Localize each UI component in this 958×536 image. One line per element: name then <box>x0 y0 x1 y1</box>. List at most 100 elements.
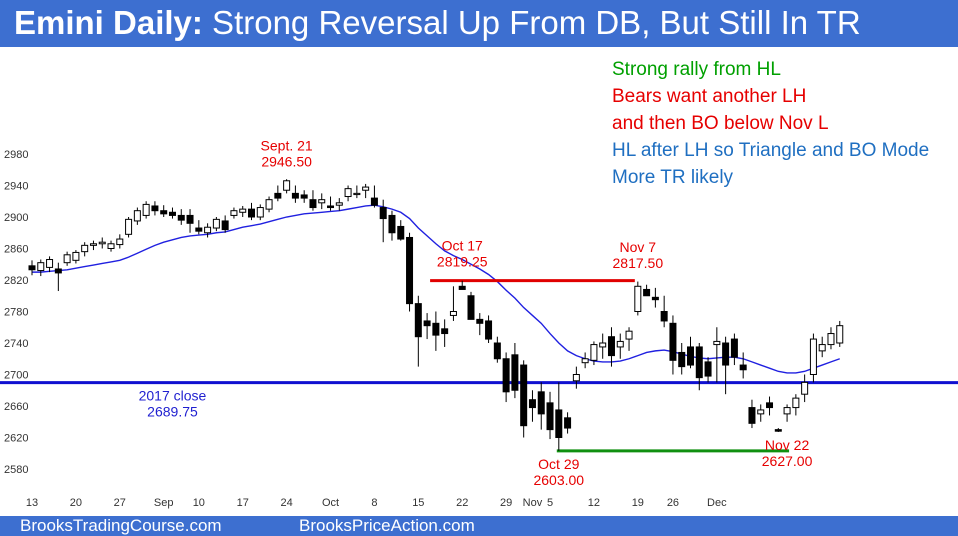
candle-body <box>160 210 168 215</box>
y-tick-label: 2820 <box>4 275 28 287</box>
candle-body <box>704 361 712 377</box>
candlestick-chart: 2580262026602700274027802820286029002940… <box>0 137 958 509</box>
x-tick-label: 8 <box>371 497 377 509</box>
note-line: HL after LH so Triangle and BO Mode <box>612 140 930 161</box>
x-tick-label: 15 <box>412 497 424 509</box>
candle-body <box>546 402 554 431</box>
x-tick-label: Nov <box>523 497 543 509</box>
annotation-label: 2817.50 <box>613 255 664 271</box>
candle-body <box>748 407 756 424</box>
candle-body <box>836 325 844 344</box>
title-rest: Strong Reversal Up From DB, But Still In… <box>202 4 861 41</box>
candle-body <box>107 243 115 249</box>
x-tick-label: 24 <box>280 497 292 509</box>
annotation-label: 2017 close <box>139 388 207 404</box>
candle-body <box>722 342 730 366</box>
candle-body <box>564 417 572 429</box>
candle-body <box>212 218 220 229</box>
candle-body <box>28 265 36 271</box>
candle-body <box>801 381 809 395</box>
candle-body <box>572 374 580 382</box>
x-tick-label: 20 <box>70 497 82 509</box>
candle-body <box>669 322 677 361</box>
candle-body <box>528 399 536 409</box>
candle-body <box>116 238 124 246</box>
x-tick-label: Oct <box>322 497 339 509</box>
candle-body <box>37 262 45 272</box>
candle-body <box>757 409 765 415</box>
candle-body <box>204 226 212 234</box>
candle-body <box>397 225 405 240</box>
x-tick-label: 26 <box>667 497 679 509</box>
candle-body <box>221 220 229 231</box>
candle-body <box>485 320 493 340</box>
candle-body <box>643 288 651 297</box>
candle-body <box>555 409 563 438</box>
candle-body <box>72 251 80 261</box>
candle-body <box>81 244 89 253</box>
moving-average-line <box>32 204 840 374</box>
candle-body <box>730 338 738 358</box>
candle-body <box>177 214 185 221</box>
candle-body <box>291 192 299 199</box>
candle-body <box>441 328 449 335</box>
y-tick-label: 2660 <box>4 401 28 413</box>
annotation-label: Nov 22 <box>765 437 810 453</box>
candle-body <box>125 218 133 235</box>
candle-body <box>344 188 352 198</box>
candle-body <box>449 311 457 316</box>
x-tick-label: Dec <box>707 497 727 509</box>
note-line: and then BO below Nov L <box>612 113 829 134</box>
candle-body <box>309 199 317 209</box>
candle-body <box>63 254 71 264</box>
y-tick-label: 2860 <box>4 244 28 256</box>
y-tick-label: 2700 <box>4 370 28 382</box>
x-tick-label: 10 <box>193 497 205 509</box>
candle-body <box>248 208 255 218</box>
y-tick-label: 2740 <box>4 338 28 350</box>
candle-body <box>634 285 642 313</box>
candle-body <box>379 207 387 220</box>
candle-body <box>783 407 791 415</box>
candle-body <box>256 207 264 218</box>
candle-body <box>774 429 782 432</box>
candle-body <box>502 358 510 393</box>
candle-body <box>581 358 589 364</box>
candle-body <box>362 186 370 191</box>
candle-body <box>687 346 694 366</box>
annotation-label: Oct 17 <box>442 238 483 254</box>
candle-body <box>89 243 97 246</box>
candle-body <box>739 364 747 371</box>
footer-right-link[interactable]: BrooksPriceAction.com <box>299 516 475 535</box>
candle-body <box>590 344 598 361</box>
x-tick-label: 5 <box>547 497 553 509</box>
candle-body <box>98 241 106 245</box>
candle-body <box>54 268 62 274</box>
annotation-label: 2603.00 <box>533 472 584 488</box>
annotation-label: Oct 29 <box>538 456 579 472</box>
candle-body <box>370 197 378 206</box>
y-tick-label: 2940 <box>4 181 28 193</box>
y-tick-label: 2900 <box>4 212 28 224</box>
candle-body <box>265 199 273 210</box>
candle-body <box>318 199 326 204</box>
candle-body <box>133 210 141 222</box>
candle-body <box>625 330 633 340</box>
y-tick-label: 2780 <box>4 307 28 319</box>
x-tick-label: Sep <box>154 497 174 509</box>
note-line: Bears want another LH <box>612 86 807 107</box>
x-tick-label: 12 <box>588 497 600 509</box>
title-bold: Emini Daily: <box>14 4 203 41</box>
x-tick-label: 29 <box>500 497 512 509</box>
candle-body <box>695 346 703 379</box>
candle-body <box>151 205 159 212</box>
note-line: Strong rally from HL <box>612 59 781 80</box>
candle-body <box>713 340 721 346</box>
footer-left-link[interactable]: BrooksTradingCourse.com <box>20 516 222 535</box>
candle-body <box>467 295 475 320</box>
candle-body <box>283 180 291 191</box>
y-tick-label: 2620 <box>4 433 28 445</box>
y-tick-label: 2980 <box>4 149 28 161</box>
candle-body <box>493 342 501 360</box>
candle-body <box>327 205 335 209</box>
